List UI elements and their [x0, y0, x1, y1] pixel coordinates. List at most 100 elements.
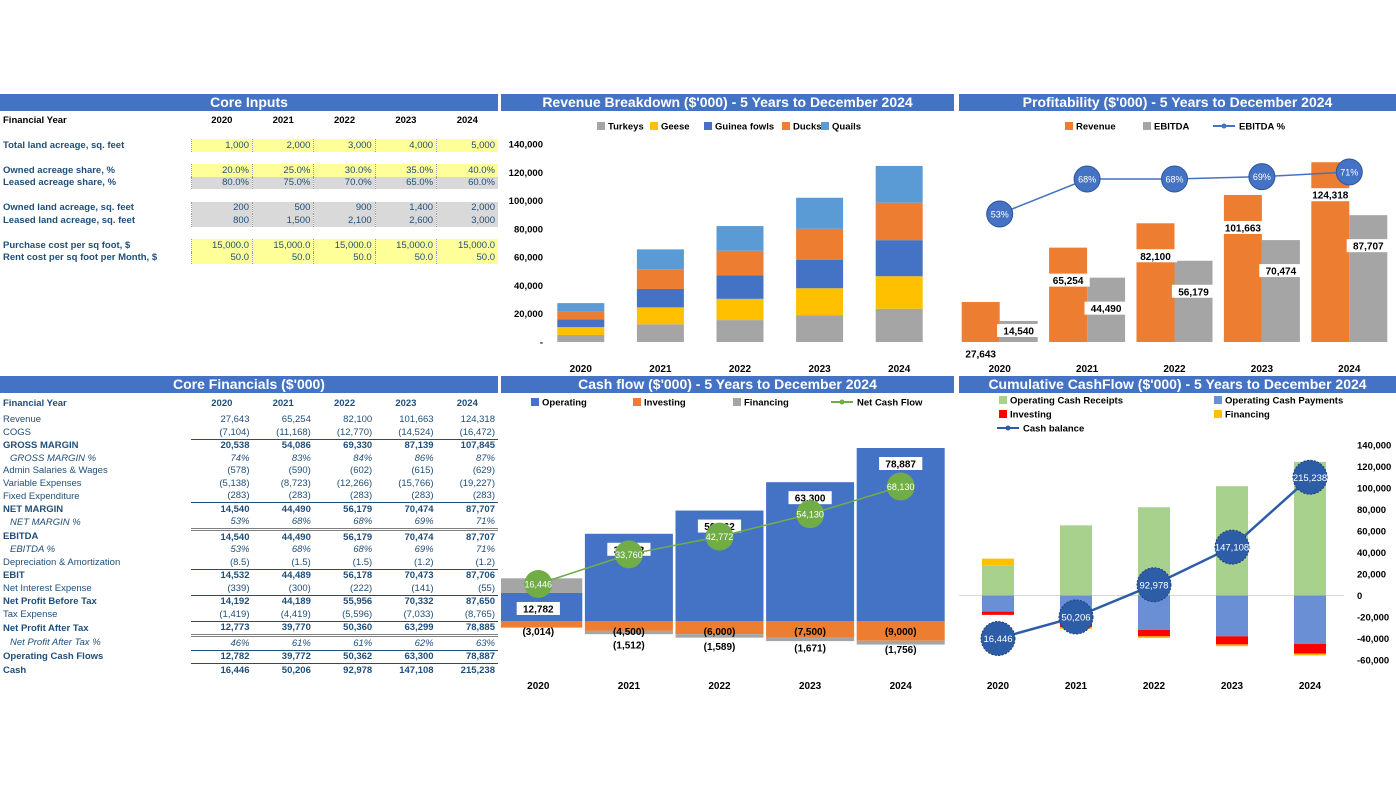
input-cell[interactable]: 1,000: [190, 139, 253, 152]
investing-label: (3,014): [522, 627, 554, 638]
financial-cell: (7,033): [403, 608, 434, 620]
input-cell[interactable]: 60.0%: [436, 176, 498, 189]
input-cell[interactable]: 15,000.0: [374, 239, 437, 252]
y-tick-label: -: [540, 338, 543, 349]
financial-row: EBIT 14,532 44,489 56,178 70,473 87,706: [0, 568, 498, 582]
cash-balance-marker: [980, 621, 1016, 656]
year-header: 2020: [211, 114, 233, 126]
financing-bar: [1294, 653, 1326, 656]
input-cell[interactable]: 50.0: [374, 251, 437, 264]
investing-label: (4,500): [613, 627, 645, 638]
ebitda-pct-label: 53%: [991, 210, 1009, 220]
ebitda-pct-marker: [1073, 165, 1101, 193]
x-tick-label: 2023: [808, 364, 831, 375]
input-cell[interactable]: 35.0%: [374, 164, 437, 177]
input-cell[interactable]: 25.0%: [251, 164, 314, 177]
data-label-bg: [879, 457, 923, 470]
financial-row: Net Profit After Tax % 46% 61% 61% 62% 63%: [0, 636, 498, 651]
investing-bar: [675, 621, 764, 635]
input-cell[interactable]: 70.0%: [313, 176, 376, 189]
y-tick-label: 20,000: [514, 309, 543, 320]
revenue-bar-segment: [636, 307, 684, 325]
legend-swatch: [733, 398, 741, 406]
input-cell[interactable]: 2,000: [436, 201, 498, 214]
financial-cell: (14,524): [398, 426, 434, 438]
input-label: Leased acreage share, %: [3, 177, 117, 189]
input-cell[interactable]: 1,500: [251, 214, 314, 227]
input-cell[interactable]: 40.0%: [436, 164, 498, 177]
input-cell[interactable]: 500: [251, 201, 314, 214]
y-tick-label: 80,000: [514, 224, 543, 235]
input-cell[interactable]: 50.0: [436, 251, 498, 264]
financial-year-label: Financial Year: [3, 114, 67, 126]
core-financials-table: Financial Year 2020 2021 2022 2023 2024 Revenu…: [0, 397, 498, 677]
financial-cell: 53%: [191, 515, 253, 531]
input-cell[interactable]: 2,100: [313, 214, 376, 227]
financial-cell: (578): [227, 465, 250, 477]
y-tick-label: 80,000: [1357, 505, 1386, 516]
data-label: 70,474: [1266, 267, 1297, 278]
x-tick-label: 2024: [888, 364, 911, 375]
input-cell[interactable]: 800: [190, 214, 253, 227]
input-cell[interactable]: 5,000: [436, 139, 498, 152]
input-cell[interactable]: 15,000.0: [190, 239, 253, 252]
spacer-row: [0, 152, 498, 165]
input-cell[interactable]: 3,000: [313, 139, 376, 152]
ebitda-pct-marker: [1161, 165, 1188, 193]
financial-label: Operating Cash Flows: [3, 651, 104, 663]
net-cash-flow-label: 54,130: [796, 510, 824, 520]
input-cell[interactable]: 15,000.0: [436, 239, 498, 252]
legend-marker: [1005, 425, 1011, 431]
data-label-bg: [997, 323, 1041, 337]
data-label: 27,643: [965, 350, 996, 361]
y-tick-label: -40,000: [1357, 634, 1389, 645]
x-tick-label: 2023: [1251, 364, 1274, 375]
data-label: 82,100: [1140, 252, 1171, 263]
input-cell[interactable]: 4,000: [374, 139, 437, 152]
financial-cell: (4,419): [280, 608, 311, 620]
input-cell[interactable]: 200: [190, 201, 253, 214]
input-cell[interactable]: 65.0%: [374, 176, 437, 189]
input-label: Owned acreage share, %: [3, 164, 115, 176]
input-cell[interactable]: 1,400: [374, 201, 437, 214]
financial-cell: (11,168): [276, 426, 311, 438]
financial-cell: (8,765): [464, 608, 495, 620]
legend-swatch: [1065, 122, 1073, 130]
input-cell[interactable]: 15,000.0: [313, 239, 376, 252]
financial-cell: 44,489: [252, 568, 314, 582]
legend-label: Revenue: [1076, 122, 1116, 133]
input-cell[interactable]: 30.0%: [313, 164, 376, 177]
ebitda-pct-label: 68%: [1165, 175, 1183, 185]
financial-cell: (1.5): [352, 556, 373, 568]
x-tick-label: 2020: [570, 364, 593, 375]
input-cell[interactable]: 15,000.0: [251, 239, 314, 252]
ebitda-pct-label: 69%: [1253, 172, 1271, 182]
input-cell[interactable]: 50.0: [190, 251, 253, 264]
financial-cell: 68%: [291, 544, 311, 556]
financial-cell: 50,360: [313, 620, 376, 637]
legend-swatch: [821, 122, 829, 130]
cashflow-chart: Operating Investing Financing Net Cash Flow…: [501, 398, 945, 692]
core-financials-panel: Financial Year 2020 2021 2022 2023 2024 Revenu…: [0, 397, 498, 697]
financial-cell: 124,318: [460, 414, 495, 426]
input-cell[interactable]: 80.0%: [190, 176, 253, 189]
financial-cell: (55): [478, 582, 495, 594]
revenue-bar-segment: [875, 202, 923, 241]
data-label-bg: [959, 347, 1003, 361]
input-cell[interactable]: 2,000: [251, 139, 314, 152]
spacer-row: [0, 189, 498, 202]
input-cell[interactable]: 20.0%: [190, 164, 253, 177]
financial-cell: 46%: [230, 637, 250, 649]
input-cell[interactable]: 75.0%: [251, 176, 314, 189]
input-cell[interactable]: 50.0: [251, 251, 314, 264]
revenue-bar-segment: [636, 269, 684, 289]
input-cell[interactable]: 3,000: [436, 214, 498, 227]
input-cell[interactable]: 900: [313, 201, 376, 214]
financial-cell: 101,663: [399, 414, 434, 426]
x-tick-label: 2021: [649, 364, 672, 375]
cash-balance-marker: [1058, 599, 1094, 635]
financial-cell: (16,472): [459, 426, 495, 438]
input-cell[interactable]: 2,600: [374, 214, 437, 227]
input-cell[interactable]: 50.0: [313, 251, 376, 264]
revenue-bar-segment: [636, 249, 684, 270]
